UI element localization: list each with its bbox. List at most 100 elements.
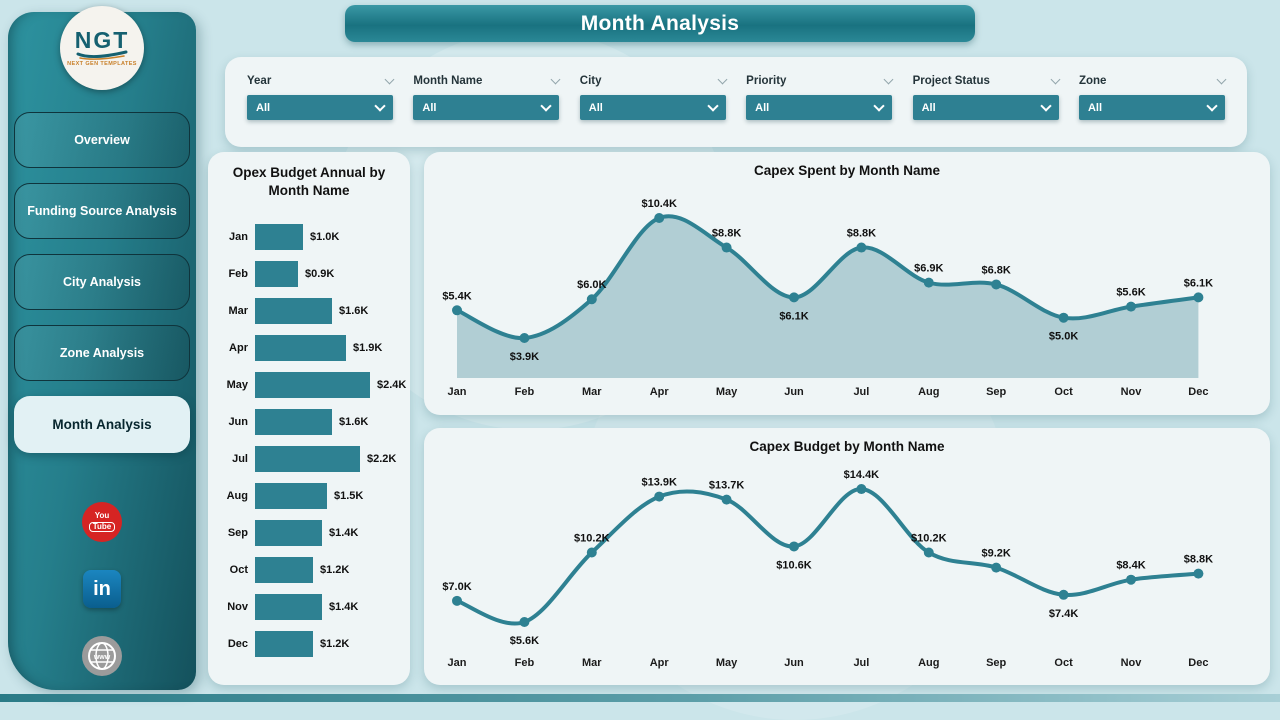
filter-header[interactable]: Zone [1078, 74, 1227, 87]
youtube-icon-text: Tube [88, 521, 116, 533]
bar[interactable] [255, 335, 346, 361]
bar[interactable] [255, 446, 360, 472]
x-axis-label: Oct [1054, 657, 1073, 669]
filter-header[interactable]: Priority [746, 74, 894, 87]
x-axis-label: Apr [650, 386, 670, 398]
bar[interactable] [255, 372, 370, 398]
data-point-label: $5.4K [442, 290, 471, 302]
data-point-label: $6.0K [577, 279, 606, 291]
bar-row: Dec $1.2K [216, 631, 408, 657]
bar[interactable] [255, 594, 322, 620]
youtube-icon[interactable]: You Tube [82, 502, 122, 542]
bar[interactable] [255, 298, 332, 324]
x-axis-label: Jun [784, 657, 804, 669]
data-point[interactable] [789, 541, 799, 552]
sidebar-item-overview[interactable]: Overview [14, 112, 190, 168]
youtube-icon-text: You [94, 510, 110, 520]
bar-value-label: $0.9K [305, 268, 335, 280]
data-point[interactable] [519, 333, 530, 343]
data-point[interactable] [654, 491, 665, 502]
chevron-down-icon [384, 74, 395, 85]
x-axis-label: Dec [1188, 657, 1208, 669]
opex-budget-chart-card: Opex Budget Annual by Month Name Jan $1.0… [208, 152, 410, 685]
data-point-label: $8.4K [1116, 560, 1145, 572]
data-point[interactable] [452, 595, 462, 606]
bar-value-label: $1.6K [339, 416, 369, 428]
filter-header[interactable]: Project Status [913, 74, 1061, 87]
data-point-label: $3.9K [510, 351, 539, 363]
bar-category-label: Mar [228, 305, 248, 317]
sidebar-item-label: Zone Analysis [59, 346, 145, 360]
capex-spent-plot: $5.4K Jan $3.9K Feb $6.0K Mar $10.4K Apr $8.8K Ma… [442, 198, 1213, 398]
project-status-dropdown[interactable]: All [912, 95, 1059, 120]
bar-value-label: $1.9K [353, 342, 383, 354]
data-point[interactable] [1058, 312, 1069, 323]
data-point-label: $6.1K [779, 310, 808, 322]
bar-category-label: Jul [232, 453, 248, 465]
data-point[interactable] [923, 277, 934, 288]
data-point-label: $10.2K [911, 532, 947, 544]
bar-value-label: $2.4K [377, 379, 407, 391]
sidebar-item-city-analysis[interactable]: City Analysis [14, 254, 190, 310]
chevron-down-icon [1050, 74, 1061, 85]
data-point[interactable] [789, 292, 799, 303]
data-point[interactable] [991, 279, 1002, 290]
filter-label: Priority [746, 75, 787, 87]
data-point[interactable] [721, 494, 732, 505]
dropdown-value: All [256, 101, 271, 114]
bar[interactable] [255, 224, 303, 250]
bar[interactable] [255, 483, 327, 509]
year-dropdown[interactable]: All [247, 95, 393, 120]
data-point[interactable] [991, 562, 1002, 573]
zone-dropdown[interactable]: All [1078, 95, 1225, 120]
data-point[interactable] [586, 547, 597, 558]
sidebar: NGT NEXT GEN TEMPLATES Overview Funding … [8, 6, 196, 690]
data-point[interactable] [721, 242, 732, 253]
data-point[interactable] [856, 242, 867, 253]
website-globe-icon[interactable]: www [82, 636, 122, 676]
data-point-label: $13.9K [641, 477, 677, 489]
data-point[interactable] [1193, 568, 1204, 579]
month-name-dropdown[interactable]: All [413, 95, 560, 120]
logo-swoosh-icon [76, 50, 128, 60]
data-point[interactable] [654, 213, 665, 224]
filter-header[interactable]: Year [247, 74, 395, 87]
city-dropdown[interactable]: All [579, 95, 726, 120]
x-axis-label: Mar [582, 657, 602, 669]
data-point[interactable] [1126, 574, 1136, 585]
bar-value-label: $2.2K [367, 453, 397, 465]
sidebar-item-funding-source-analysis[interactable]: Funding Source Analysis [14, 183, 190, 239]
bar[interactable] [255, 409, 332, 435]
data-point[interactable] [1193, 292, 1204, 303]
data-point[interactable] [1126, 301, 1136, 312]
dropdown-value: All [422, 101, 437, 114]
x-axis-label: Sep [986, 657, 1006, 669]
filter-header[interactable]: Month Name [413, 74, 561, 87]
data-point-label: $5.0K [1049, 331, 1078, 343]
data-point[interactable] [586, 294, 597, 305]
bar-category-label: Sep [227, 527, 248, 539]
filter-header[interactable]: City [580, 74, 728, 87]
sidebar-item-month-analysis[interactable]: Month Analysis [14, 396, 190, 453]
data-point-label: $7.4K [1049, 608, 1078, 620]
bar[interactable] [255, 261, 298, 287]
x-axis-label: May [716, 386, 738, 398]
bar-row: Oct $1.2K [216, 557, 408, 583]
data-point-label: $9.2K [982, 548, 1011, 560]
data-point[interactable] [519, 617, 530, 627]
dropdown-value: All [755, 101, 770, 114]
data-point-label: $8.8K [847, 228, 876, 240]
data-point[interactable] [923, 547, 934, 558]
sidebar-item-zone-analysis[interactable]: Zone Analysis [14, 325, 190, 381]
data-point[interactable] [856, 484, 867, 495]
chart-title: Opex Budget Annual by Month Name [232, 165, 386, 199]
bar[interactable] [255, 557, 313, 583]
bar[interactable] [255, 631, 313, 657]
bar-value-label: $1.6K [339, 305, 369, 317]
bar[interactable] [255, 520, 322, 546]
priority-dropdown[interactable]: All [746, 95, 893, 120]
data-point[interactable] [452, 305, 462, 316]
filter-label: Zone [1078, 75, 1107, 87]
data-point[interactable] [1058, 589, 1069, 600]
linkedin-icon[interactable]: in [83, 570, 121, 608]
